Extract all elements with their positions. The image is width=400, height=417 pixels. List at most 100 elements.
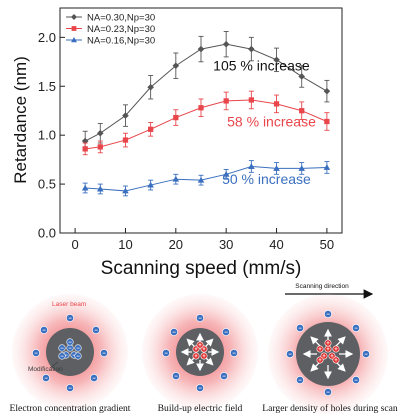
- data-point: [197, 176, 205, 183]
- field-arrow: [205, 338, 214, 347]
- charge-sign: −: [222, 374, 226, 380]
- legend-entry: NA=0.16,Np=30: [66, 36, 155, 47]
- electron-icon: −: [286, 350, 294, 358]
- electron-icon: −: [220, 372, 228, 380]
- modification-arrow: [49, 361, 59, 369]
- y-tick-label: 0.0: [38, 226, 56, 241]
- charge-sign: −: [364, 352, 368, 358]
- x-tick-label: 20: [169, 237, 183, 252]
- data-point: [173, 114, 179, 121]
- data-point: [81, 137, 89, 145]
- electron-icon: −: [352, 324, 360, 332]
- data-point: [147, 83, 154, 91]
- schematic-panels: Scanning direction Laser beam Modificati…: [10, 283, 398, 414]
- y-tick-label: 0.5: [38, 177, 56, 192]
- charge-sign: −: [68, 316, 72, 322]
- modified-core: [46, 328, 94, 376]
- electron-icon: −: [230, 349, 238, 357]
- legend-label: NA=0.30,Np=30: [87, 13, 155, 24]
- electron-icon: −: [170, 328, 178, 336]
- annotation-label: 105 % increase: [213, 58, 310, 74]
- charge-sign: −: [298, 378, 302, 384]
- caption-panel-3: Larger density of holes during scan: [262, 403, 398, 414]
- electron-icon: −: [66, 314, 74, 322]
- panel3-charges: + + ++ ++ ++−− −− −− −−: [286, 310, 370, 396]
- annotations: 105 % increase 58 % increase 50 % increase: [213, 58, 316, 187]
- data-point: [96, 129, 104, 137]
- charge-sign: −: [102, 351, 106, 357]
- field-arrow: [186, 357, 195, 366]
- charge-sign: −: [198, 316, 202, 322]
- electron-icon: −: [296, 324, 304, 332]
- hole-icon: +: [324, 339, 332, 347]
- hole-icon: +: [200, 352, 208, 360]
- electron-icon: −: [74, 352, 82, 360]
- panel-electron-gradient: Laser beam Modification − − −− −−− −−− −− −− −−: [12, 294, 128, 410]
- caption-panel-2: Build-up electric field: [158, 403, 243, 414]
- charge-sign: −: [72, 353, 76, 359]
- charge-sign: −: [68, 346, 72, 352]
- legend-entry: NA=0.23,Np=30: [66, 24, 155, 35]
- charge-sign: −: [92, 376, 96, 382]
- electron-icon: −: [162, 349, 170, 357]
- charge-sign: −: [44, 376, 48, 382]
- charge-sign: −: [288, 352, 292, 358]
- electron-icon: −: [32, 349, 40, 357]
- electron-icon: −: [58, 352, 66, 360]
- charge-sign: +: [326, 347, 330, 353]
- charge-sign: +: [198, 343, 202, 349]
- charge-sign: −: [326, 312, 330, 318]
- data-point: [323, 87, 331, 95]
- data-point: [172, 62, 180, 70]
- charge-sign: −: [326, 390, 330, 396]
- caption-panel-1: Electron concentration gradient: [10, 403, 131, 414]
- data-point: [323, 164, 331, 170]
- data-point: [81, 184, 89, 191]
- charge-sign: −: [94, 328, 98, 334]
- charge-sign: −: [60, 346, 64, 352]
- electron-icon: −: [92, 326, 100, 334]
- laser-beam-label: Laser beam: [52, 301, 86, 308]
- charge-sign: +: [194, 347, 198, 353]
- charge-sign: −: [298, 326, 302, 332]
- data-point: [273, 101, 280, 107]
- electron-icon: −: [100, 349, 108, 357]
- electron-icon: −: [352, 376, 360, 384]
- data-point: [122, 137, 129, 143]
- charge-sign: −: [64, 353, 68, 359]
- electron-icon: −: [196, 384, 204, 392]
- data-point: [223, 98, 229, 104]
- electron-icon: −: [74, 344, 82, 352]
- plot-frame: [59, 7, 343, 234]
- data-point: [222, 171, 230, 177]
- charge-sign: +: [318, 347, 322, 353]
- data-point: [122, 112, 129, 119]
- y-axis-label: Retardance (nm): [11, 56, 30, 184]
- electron-icon: −: [40, 326, 48, 334]
- series-2: [82, 90, 330, 156]
- series-layer: [81, 31, 331, 197]
- field-arrows: [180, 332, 220, 372]
- charge-sign: −: [68, 340, 72, 346]
- data-point: [197, 45, 205, 53]
- y-tick-label: 1.5: [38, 79, 56, 94]
- electron-icon: −: [324, 310, 332, 318]
- charge-sign: −: [354, 326, 358, 332]
- x-axis-label: Scanning speed (mm/s): [101, 258, 302, 279]
- charge-sign: −: [68, 386, 72, 392]
- charge-sign: +: [334, 347, 338, 353]
- legend-label: NA=0.23,Np=30: [87, 24, 155, 35]
- y-axis-ticks: 0.0 0.5 1.0 1.5 2.0: [38, 30, 65, 241]
- charge-sign: −: [42, 328, 46, 334]
- charge-sign: −: [60, 354, 64, 360]
- legend-marker: [71, 14, 77, 20]
- charge-sign: −: [76, 346, 80, 352]
- data-point: [148, 126, 154, 132]
- hole-icon: +: [316, 356, 324, 364]
- charge-sign: −: [164, 351, 168, 357]
- data-point: [298, 73, 306, 80]
- series-3: [81, 160, 331, 197]
- charge-sign: −: [34, 351, 38, 357]
